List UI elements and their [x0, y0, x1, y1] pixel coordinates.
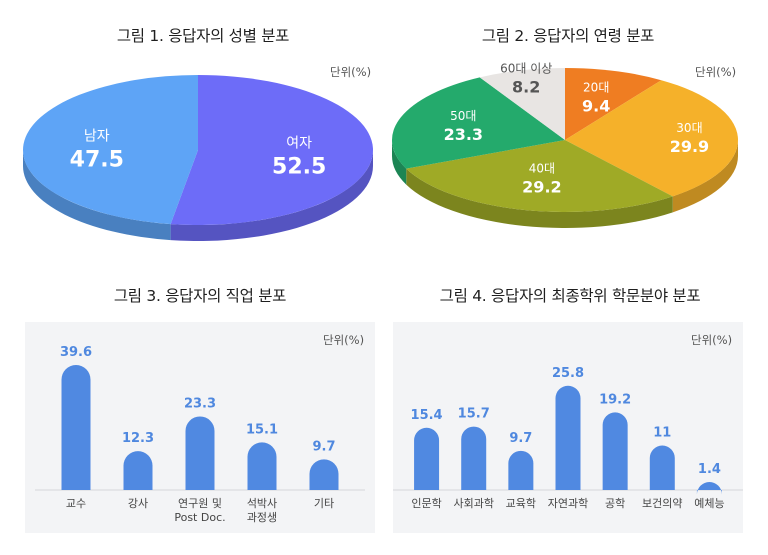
pie1-slice-2: [406, 140, 673, 213]
bar3-cat-2-l1: Post Doc.: [174, 511, 225, 524]
bar3-bar-4: [309, 459, 339, 490]
pie1-slice-0: [565, 68, 662, 140]
chart1-title: 그림 1. 응답자의 성별 분포: [116, 27, 290, 45]
bar4-value-2: 9.7: [509, 431, 532, 446]
pie0-label-1: 남자: [84, 129, 110, 145]
pie1-value-3: 23.3: [444, 125, 483, 144]
pie1-side-3: [392, 140, 407, 185]
bar3-bar-1: [123, 451, 153, 490]
bar4-bar-0: [414, 427, 440, 490]
bar3-bar-0: [61, 365, 91, 490]
bar4-bar-6: [696, 481, 722, 495]
pie1-slice-3: [392, 77, 565, 169]
bar3-cat-0: 교수: [66, 497, 86, 510]
pie1-side-2: [406, 168, 673, 229]
pie0-slice-1: [22, 75, 198, 225]
bar4-bar-5: [649, 445, 675, 490]
pie0-label-0: 여자: [286, 135, 312, 151]
bar3-bar-3: [247, 442, 277, 490]
pie1-slice-1: [565, 80, 738, 197]
bar4-value-3: 25.8: [552, 366, 584, 381]
bar3-cat-3: 석박사: [247, 497, 277, 510]
pie0-side-1: [23, 150, 171, 241]
pie1-value-0: 9.4: [582, 96, 610, 115]
bar3-cat-2: 연구원 및: [178, 497, 222, 510]
bar4-value-1: 15.7: [458, 407, 490, 422]
chart2-unit: 단위(%): [695, 65, 737, 79]
bar4-cat-2: 교육학: [506, 497, 536, 510]
pie1-slice-4: [479, 68, 565, 140]
bar3-value-2: 23.3: [184, 396, 216, 411]
chart2-title: 그림 2. 응답자의 연령 분포: [481, 27, 655, 45]
pie0-value-1: 47.5: [70, 148, 124, 173]
chart3-title: 그림 3. 응답자의 직업 분포: [113, 287, 287, 305]
pie0-value-0: 52.5: [272, 154, 326, 179]
bar4-cat-1: 사회과학: [453, 497, 493, 510]
pie1-side-1: [672, 140, 738, 213]
bar4-value-6: 1.4: [698, 462, 721, 477]
pie1-label-0: 20대: [583, 80, 609, 94]
chart4-unit: 단위(%): [691, 333, 733, 347]
bar3-bar-2: [185, 416, 215, 490]
bar4-value-0: 15.4: [411, 408, 443, 423]
bar3-value-1: 12.3: [122, 431, 154, 446]
bar4-cat-5: 보건의약: [642, 496, 682, 510]
pie1-value-2: 29.2: [522, 177, 561, 196]
pie1-value-4: 8.2: [512, 78, 540, 97]
bar4-cat-4: 공학: [605, 497, 625, 510]
chart3-unit: 단위(%): [323, 333, 365, 347]
bar4-value-5: 11: [653, 426, 671, 441]
pie0-slice-0: [170, 75, 373, 225]
bar4-cat-3: 자연과학: [548, 497, 588, 510]
bar3-cat-3-l1: 과정생: [247, 511, 277, 524]
bar4-cat-0: 인문학: [411, 497, 441, 510]
chart4-title: 그림 4. 응답자의 최종학위 학문분야 분포: [439, 287, 701, 305]
pie1-label-3: 50대: [450, 109, 476, 123]
bar3-value-3: 15.1: [246, 422, 278, 437]
bar4-value-4: 19.2: [599, 392, 631, 407]
bar3-value-0: 39.6: [60, 345, 92, 360]
pie1-label-1: 30대: [676, 121, 702, 135]
bar4-bar-1: [461, 426, 487, 490]
bar3-cat-1: 강사: [128, 497, 148, 510]
bar3-value-4: 9.7: [312, 439, 335, 454]
bar4-bar-3: [555, 385, 581, 490]
bar4-cat-6: 예체능: [694, 497, 724, 510]
pie1-value-1: 29.9: [670, 137, 709, 156]
pie0-side-0: [170, 150, 373, 241]
bar3-cat-4: 기타: [314, 497, 334, 510]
bar4-bar-4: [602, 412, 628, 490]
bar4-bar-2: [508, 450, 534, 490]
pie1-label-2: 40대: [529, 161, 555, 175]
pie1-label-4: 60대 이상: [500, 62, 552, 76]
chart1-unit: 단위(%): [330, 65, 372, 79]
